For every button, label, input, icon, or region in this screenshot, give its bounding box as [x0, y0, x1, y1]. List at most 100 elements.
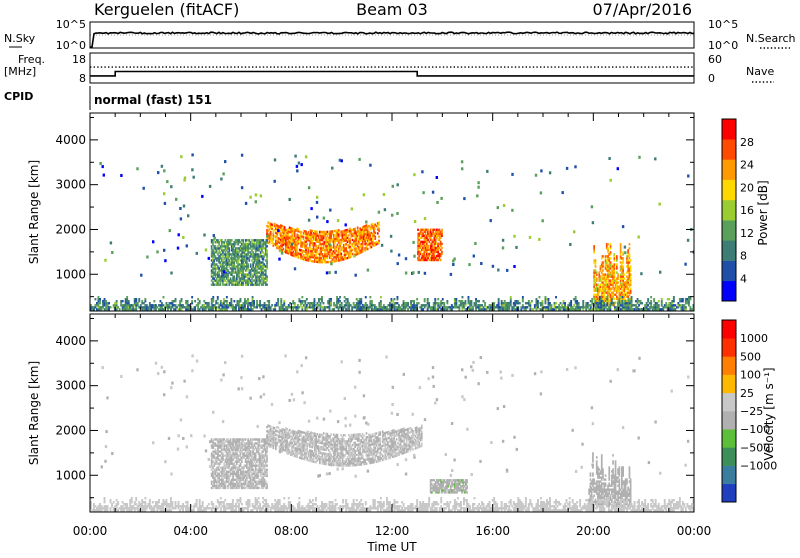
data-cell [289, 429, 291, 431]
data-cell [108, 302, 110, 304]
colorbar-swatch [722, 159, 736, 180]
scatter-cell [477, 186, 479, 189]
data-cell [593, 245, 595, 247]
data-cell [264, 302, 266, 304]
data-cell [360, 298, 362, 300]
data-cell [611, 298, 613, 300]
freq-left-tick-top: 18 [72, 53, 86, 66]
scatter-cell [418, 271, 420, 274]
scatter-cell [170, 272, 172, 275]
feature-post-13h-patch [417, 229, 443, 262]
data-cell [380, 300, 382, 302]
data-cell [341, 302, 343, 304]
scatter-cell [220, 178, 222, 181]
scatter-cell [260, 194, 262, 197]
data-cell [630, 288, 632, 290]
data-cell [319, 462, 321, 464]
data-cell [166, 302, 168, 304]
scatter-cell [384, 208, 386, 211]
scatter-cell [241, 186, 243, 189]
scatter-cell [308, 186, 310, 189]
scatter-cell [542, 219, 544, 222]
data-cell [622, 257, 624, 259]
data-cell [570, 300, 572, 302]
scatter-cell [497, 206, 499, 209]
data-cell [333, 434, 335, 436]
scatter-cell [398, 254, 400, 257]
data-cell [330, 453, 332, 455]
scatter-cell [477, 181, 479, 184]
scatter-cell [281, 252, 283, 255]
data-cell [283, 248, 285, 250]
scatter-cell [205, 248, 207, 251]
scatter-cell [549, 171, 551, 174]
scatter-cell [277, 229, 279, 232]
data-cell [478, 300, 480, 302]
data-cell [338, 438, 340, 440]
data-cell [555, 302, 557, 304]
data-cell [345, 247, 347, 249]
data-cell [266, 259, 268, 261]
data-cell [119, 308, 121, 310]
colorbar-tick-label: 4 [740, 272, 747, 285]
data-cell [442, 298, 444, 300]
data-cell [378, 236, 380, 238]
data-cell [624, 277, 626, 279]
frequency-panel-frame [90, 53, 694, 83]
data-cell [427, 298, 429, 300]
scatter-cell [474, 242, 476, 245]
data-cell [352, 444, 354, 446]
data-cell [354, 228, 356, 230]
scatter-cell [274, 180, 276, 183]
scatter-cell [440, 197, 442, 200]
scatter-cell [111, 251, 113, 254]
data-cell [614, 263, 616, 265]
data-cell [247, 284, 249, 286]
scatter-cell [152, 240, 154, 243]
scatter-cell [186, 244, 188, 247]
data-cell [271, 226, 273, 228]
data-cell [602, 261, 604, 263]
scatter-cell [183, 205, 185, 208]
data-cell [555, 296, 557, 298]
data-cell [366, 463, 368, 465]
data-cell [374, 236, 376, 238]
scatter-cell [249, 196, 251, 199]
data-cell [244, 304, 246, 306]
scatter-cell [191, 153, 193, 156]
data-cell [362, 250, 364, 252]
data-cell [437, 298, 439, 300]
scatter-cell [329, 209, 331, 212]
scatter-cell [323, 217, 325, 220]
scatter-cell [180, 217, 182, 220]
scatter-cell [316, 196, 318, 199]
data-cell [252, 296, 254, 298]
data-cell [138, 298, 140, 300]
data-cell [274, 427, 276, 429]
data-cell [270, 231, 272, 233]
data-cell [638, 304, 640, 306]
data-cell [560, 302, 562, 304]
scatter-cell [365, 221, 367, 224]
scatter-cell [405, 272, 407, 275]
data-cell [641, 302, 643, 304]
data-cell [378, 240, 380, 242]
data-cell [340, 253, 342, 255]
data-cell [416, 298, 418, 300]
data-cell [270, 426, 272, 428]
data-cell [365, 302, 367, 304]
data-cell [614, 298, 616, 300]
scatter-cell [654, 157, 656, 160]
colorbar-swatch [722, 139, 736, 160]
data-cell [268, 300, 270, 302]
power-colorbar-label: Power [dB] [756, 180, 770, 245]
scatter-cell [413, 173, 415, 176]
scatter-cell [296, 165, 298, 168]
data-cell [428, 302, 430, 304]
scatter-cell [452, 263, 454, 266]
data-cell [658, 300, 660, 302]
data-cell [266, 284, 268, 286]
